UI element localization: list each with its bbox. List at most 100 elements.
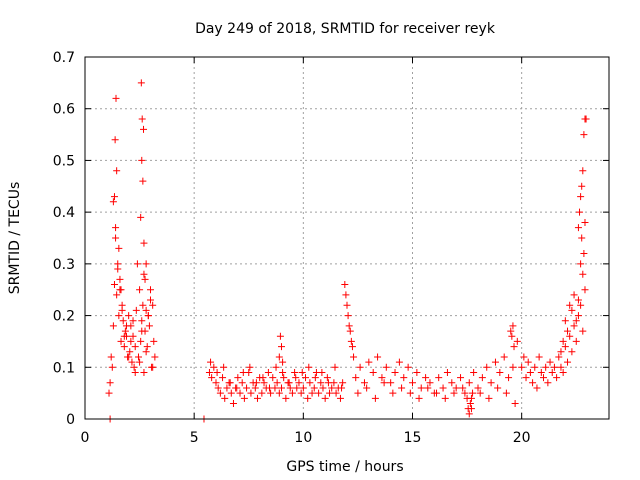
data-point [483, 363, 491, 371]
data-point [134, 353, 142, 361]
data-point [142, 306, 150, 314]
data-point [205, 368, 213, 376]
data-point [509, 363, 517, 371]
x-axis-label: GPS time / hours [286, 459, 403, 475]
data-point [365, 358, 373, 366]
data-point [561, 317, 569, 325]
data-point [417, 384, 425, 392]
data-point [113, 167, 121, 175]
data-point [120, 343, 128, 351]
data-point [127, 337, 135, 345]
data-point [578, 182, 586, 190]
data-point [363, 384, 371, 392]
data-point [406, 389, 414, 397]
data-point [247, 389, 255, 397]
data-point [310, 384, 318, 392]
y-tick-label: 0.6 [53, 102, 75, 118]
data-point [293, 384, 301, 392]
data-point [147, 286, 154, 294]
data-point [344, 312, 352, 320]
data-point [557, 363, 565, 371]
data-point [132, 306, 140, 314]
data-point [251, 384, 259, 392]
data-point [461, 389, 469, 397]
data-point [139, 301, 147, 309]
data-point [273, 379, 281, 387]
data-point [278, 384, 285, 392]
data-point [321, 394, 329, 402]
data-point [286, 384, 294, 392]
data-point [149, 301, 157, 309]
data-point [126, 348, 134, 356]
data-point [302, 374, 310, 382]
data-point [500, 353, 508, 361]
y-tick-label: 0.1 [53, 360, 75, 376]
data-point [141, 275, 149, 283]
y-axis-label: SRMTID / TECUs [7, 182, 23, 295]
data-point [136, 286, 144, 294]
data-point [240, 394, 248, 402]
data-point [280, 374, 288, 382]
data-point [305, 363, 313, 371]
data-point [466, 399, 474, 407]
data-point [315, 389, 323, 397]
data-point [285, 379, 293, 387]
data-point [137, 79, 145, 87]
data-point [291, 368, 299, 376]
data-point [467, 405, 475, 413]
data-point [577, 301, 585, 309]
data-point [297, 389, 305, 397]
data-point [317, 379, 325, 387]
data-point [125, 353, 133, 361]
data-point [272, 363, 280, 371]
data-point [476, 389, 484, 397]
data-point [544, 379, 552, 387]
data-point [116, 275, 124, 283]
data-point [258, 389, 266, 397]
data-point [332, 389, 340, 397]
data-point [435, 374, 443, 382]
data-point [214, 384, 222, 392]
data-point [346, 327, 354, 335]
data-point [415, 394, 423, 402]
data-point [342, 291, 350, 299]
data-point [343, 301, 351, 309]
data-point [465, 379, 473, 387]
data-point [151, 353, 159, 361]
data-point [579, 327, 587, 335]
data-point [505, 374, 513, 382]
data-point [226, 379, 234, 387]
data-point [122, 322, 130, 330]
data-point [374, 353, 382, 361]
data-point [389, 389, 397, 397]
data-point [348, 343, 356, 351]
data-point [387, 379, 395, 387]
data-point [306, 379, 314, 387]
data-point [288, 389, 296, 397]
data-point [574, 296, 582, 304]
data-point [568, 306, 576, 314]
data-point [299, 384, 307, 392]
data-point [529, 379, 537, 387]
data-point [212, 379, 220, 387]
data-point [243, 384, 251, 392]
data-point [338, 384, 346, 392]
data-point [339, 379, 347, 387]
data-point [275, 353, 283, 361]
data-point [576, 208, 584, 216]
data-point [121, 327, 129, 335]
data-point [278, 343, 285, 351]
y-tick-label: 0.4 [53, 205, 75, 221]
data-point [518, 363, 526, 371]
data-point [371, 394, 379, 402]
data-point [113, 291, 121, 299]
data-point [142, 348, 150, 356]
y-tick-label: 0.5 [53, 153, 75, 169]
data-point [574, 312, 582, 320]
data-point [470, 368, 478, 376]
data-point [580, 131, 588, 139]
data-point [138, 317, 146, 325]
data-point [110, 281, 118, 289]
data-point [326, 389, 334, 397]
data-point [441, 394, 449, 402]
